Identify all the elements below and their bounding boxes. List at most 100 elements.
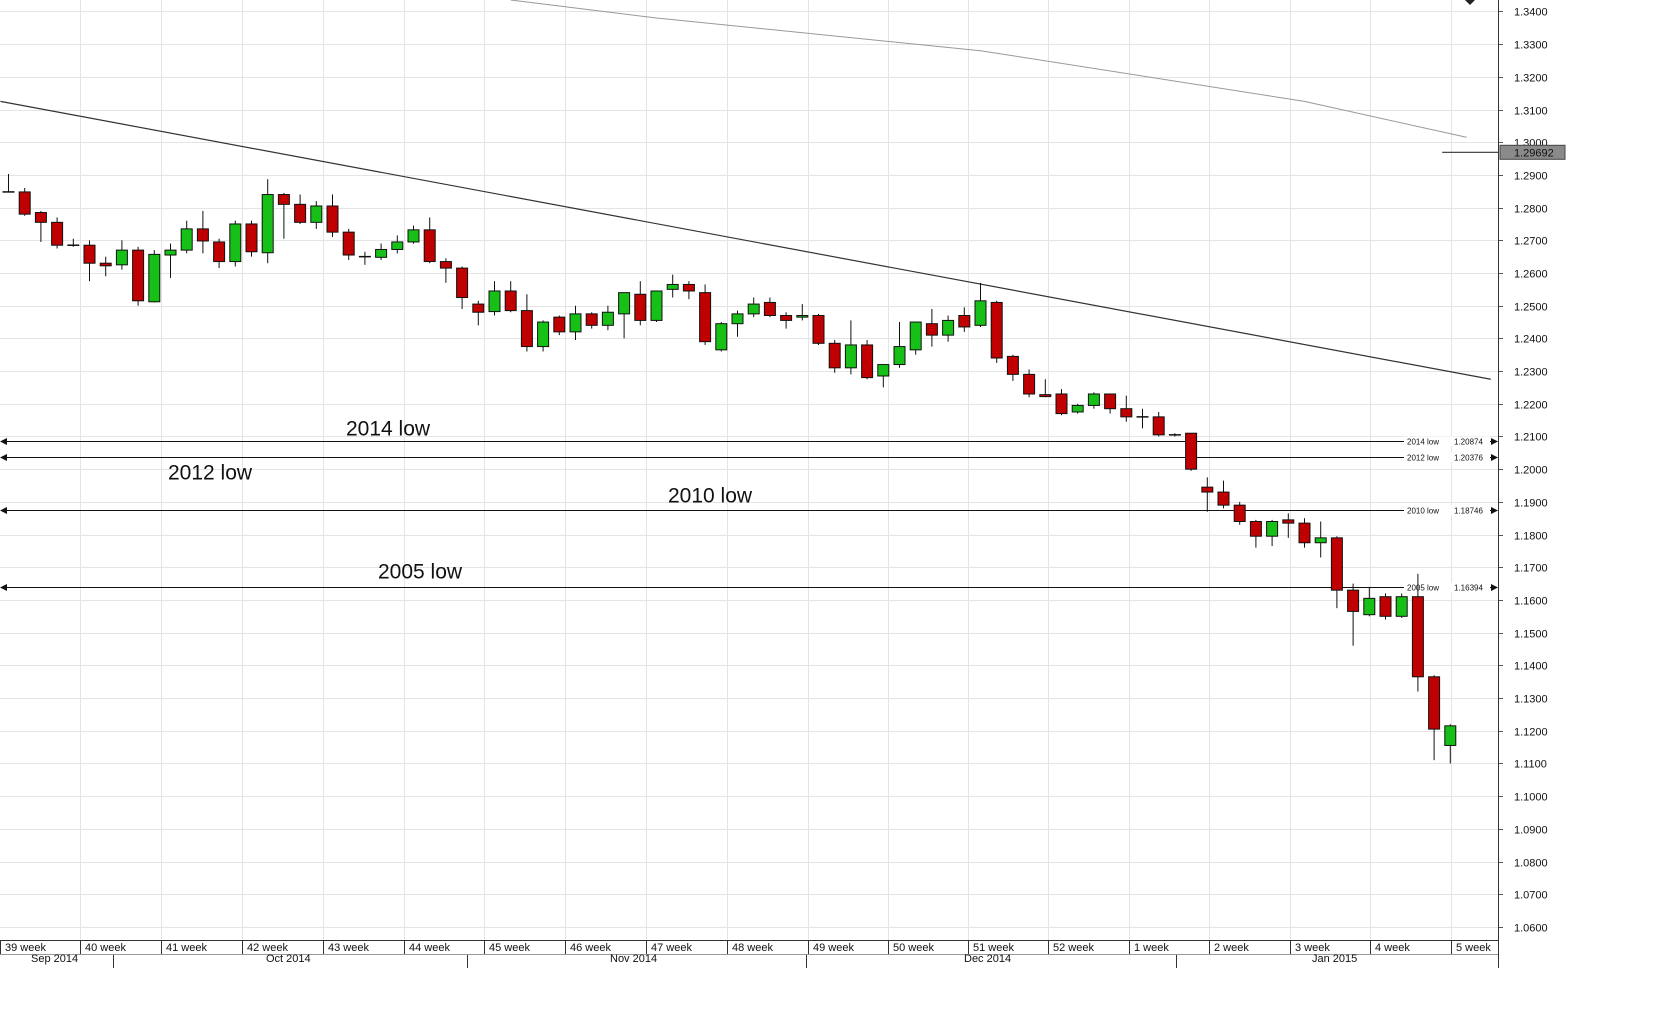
week-label: 48 week [732, 942, 773, 954]
y-tick-label: 1.2200 [1514, 400, 1548, 412]
candle-body [277, 194, 290, 205]
level-arrow-left [0, 584, 7, 591]
candle-body [229, 223, 242, 263]
candle [715, 322, 728, 352]
candle [861, 340, 874, 380]
week-label: 40 week [85, 942, 126, 954]
y-axis: 1.34001.33001.32001.31001.30001.29001.28… [1498, 0, 1566, 968]
candle-body [747, 303, 760, 315]
candle [488, 281, 501, 316]
candle-body [245, 223, 258, 253]
level-tag-value: 1.16394 [1454, 584, 1483, 593]
candle-body [375, 248, 388, 258]
candle [358, 251, 371, 265]
candle-body [682, 283, 695, 292]
candle-body [520, 310, 533, 348]
candle-body [407, 229, 420, 243]
y-tick-label: 1.2900 [1514, 171, 1548, 183]
candle [1282, 513, 1295, 538]
candle-body [1087, 393, 1100, 406]
candle [942, 315, 955, 342]
y-tick-label: 1.0800 [1514, 858, 1548, 870]
candle-body [423, 229, 436, 263]
candle [634, 281, 647, 326]
y-tick-label: 1.1000 [1514, 792, 1548, 804]
candle [699, 284, 712, 345]
candle-body [844, 344, 857, 369]
candle-body [83, 244, 96, 264]
candle-body [601, 311, 614, 326]
candle [1152, 411, 1165, 437]
downtrend-line [0, 100, 1491, 380]
candle [1249, 519, 1262, 548]
candle-body [634, 293, 647, 321]
candle [277, 192, 290, 239]
y-tick-label: 1.2500 [1514, 302, 1548, 314]
candle [1217, 480, 1230, 509]
candle-body [974, 300, 987, 326]
y-tick-label: 1.1200 [1514, 727, 1548, 739]
candle [1185, 432, 1198, 471]
candle [375, 243, 388, 260]
candle-body [34, 212, 47, 223]
candle-body [1055, 393, 1068, 415]
candle [1444, 724, 1457, 764]
candle-body [715, 323, 728, 351]
candle-body [261, 194, 274, 254]
candle-body [456, 267, 469, 299]
candle-body [877, 364, 890, 377]
level-tag-bg [1404, 505, 1490, 516]
candle [520, 294, 533, 352]
candle [326, 194, 339, 238]
candle-body [1395, 596, 1408, 617]
candle [245, 220, 258, 257]
candle [763, 297, 776, 318]
candle [780, 312, 793, 329]
y-tick-label: 1.2600 [1514, 269, 1548, 281]
candle [180, 220, 193, 254]
candle-body [115, 249, 128, 266]
candle-body [1152, 416, 1165, 436]
week-label: 49 week [813, 942, 854, 954]
candle-body [1411, 596, 1424, 678]
week-label: 4 week [1375, 942, 1410, 954]
candle [796, 304, 809, 321]
candle-body [537, 321, 550, 348]
candle-body [1314, 537, 1327, 544]
candle [909, 321, 922, 355]
candle [812, 313, 825, 345]
candle [83, 240, 96, 282]
candle [407, 225, 420, 244]
candle [51, 217, 64, 249]
support-levels: 2014 low 2014 low 1.20874 2012 low 2012 low 1… [0, 418, 1498, 593]
candle [1428, 675, 1441, 761]
candle [1104, 393, 1117, 414]
level-label: 2012 low [168, 462, 253, 485]
candle [877, 364, 890, 388]
candle-body [569, 313, 582, 333]
level-tag-bg [1404, 452, 1490, 463]
candle-body [585, 313, 598, 326]
candle [537, 320, 550, 352]
week-label: 39 week [5, 942, 46, 954]
candle-body [294, 203, 307, 223]
candle-body [1444, 725, 1457, 746]
week-label: 41 week [166, 942, 207, 954]
candle [731, 310, 744, 337]
level-label: 2014 low [346, 418, 431, 441]
candle [115, 240, 128, 270]
candle-body [618, 292, 631, 315]
candle [504, 281, 517, 313]
candle-body [51, 221, 64, 246]
candle-body [148, 253, 161, 303]
week-label: 46 week [570, 942, 611, 954]
level-tag-name: 2010 low [1407, 507, 1439, 516]
candle [1023, 369, 1036, 398]
candle-body [1266, 520, 1279, 537]
candle-body [1298, 522, 1311, 544]
y-tick-label: 1.2400 [1514, 334, 1548, 346]
candle-body [731, 313, 744, 325]
candle [18, 188, 31, 216]
candle-body [1282, 519, 1295, 524]
